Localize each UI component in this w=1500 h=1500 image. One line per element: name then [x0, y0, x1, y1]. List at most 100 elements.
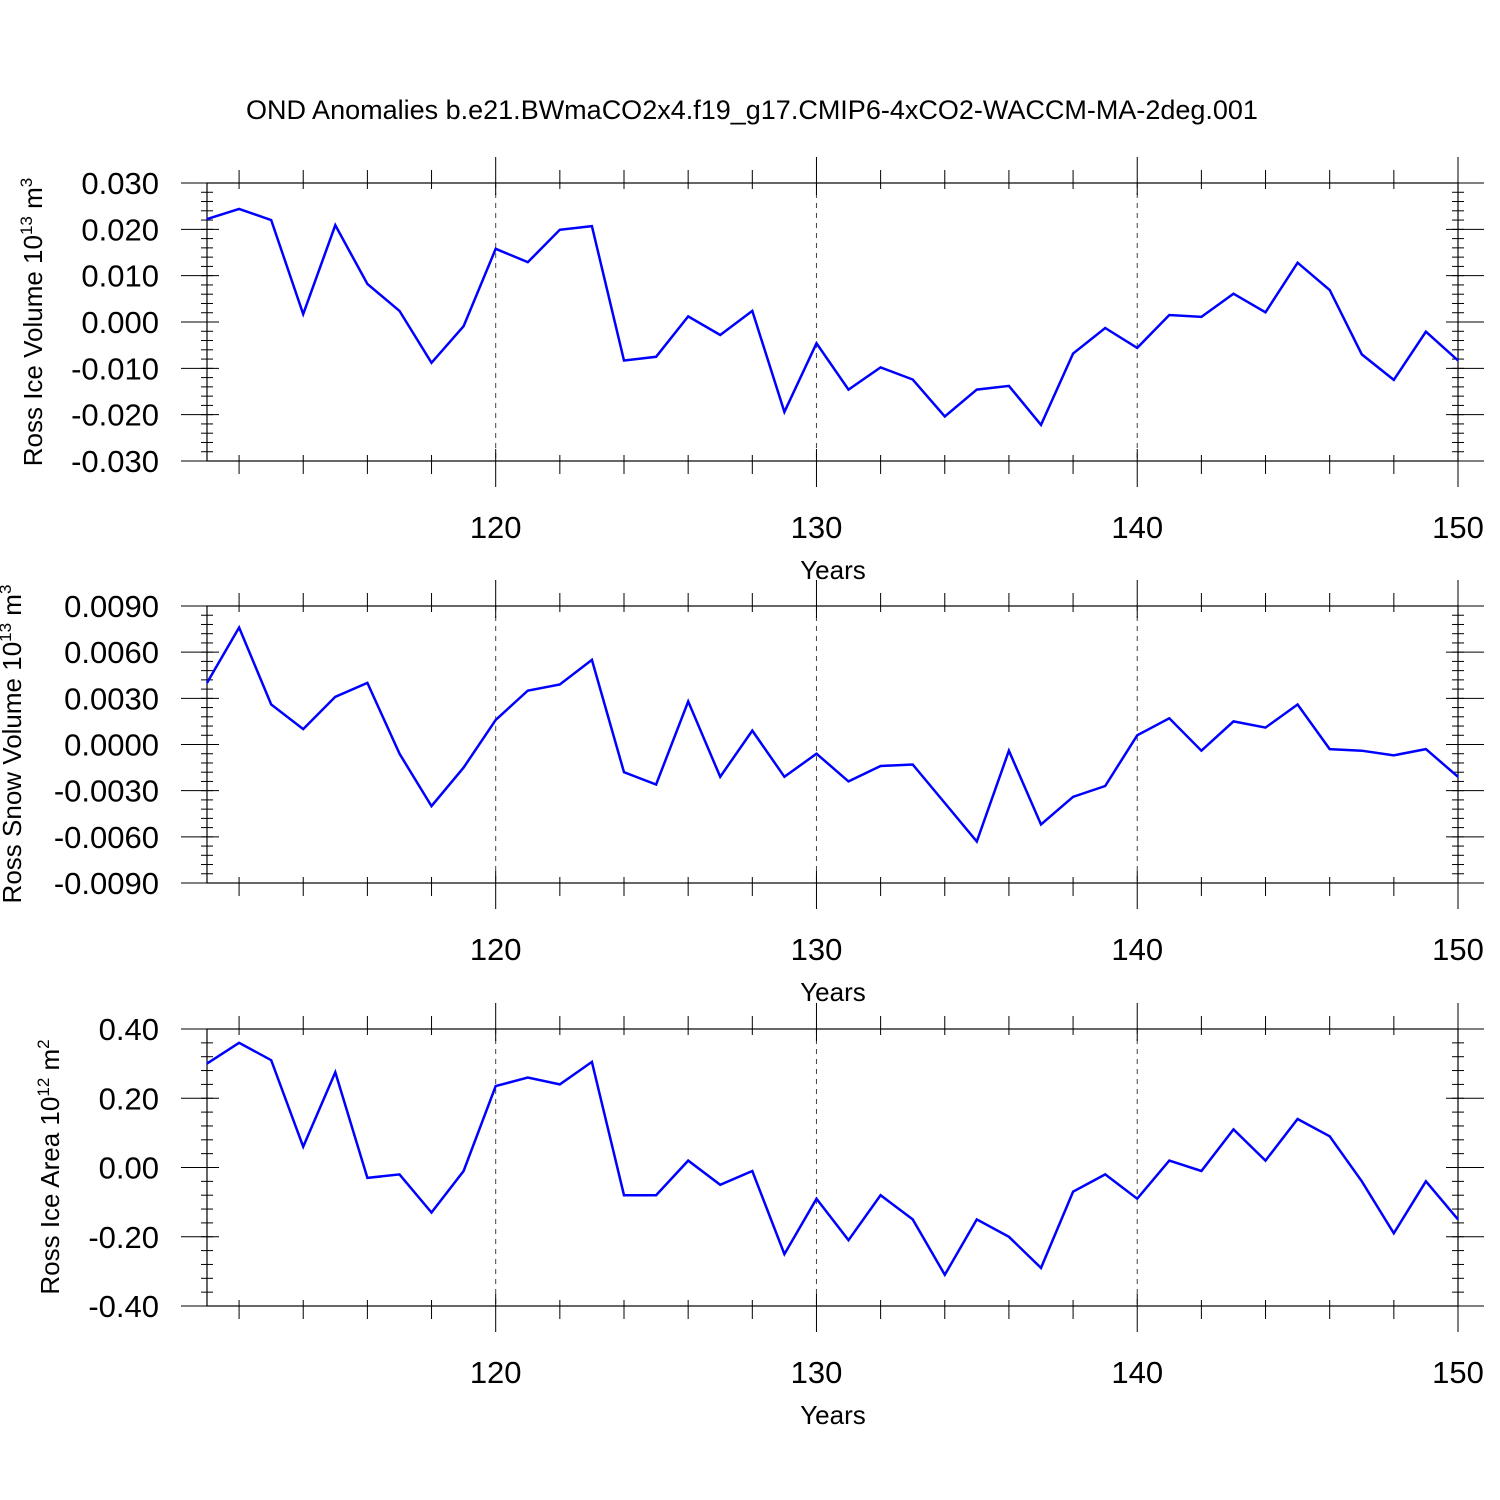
y-tick-label: 0.020	[81, 212, 159, 247]
data-point	[623, 359, 625, 362]
data-point	[1104, 785, 1106, 787]
data-point	[1457, 1218, 1459, 1221]
data-point	[1104, 1173, 1106, 1176]
y-tick-label: -0.020	[71, 398, 159, 433]
data-point	[591, 1061, 593, 1063]
data-point	[1264, 726, 1267, 729]
data-point	[1393, 379, 1395, 381]
data-point	[1232, 720, 1235, 723]
data-point	[944, 1274, 946, 1276]
data-point	[1136, 347, 1138, 349]
data-point	[1232, 1128, 1235, 1131]
x-tick-label: 130	[791, 1355, 843, 1390]
data-point	[527, 1076, 529, 1079]
data-point	[1232, 293, 1235, 295]
y-tick-label: 0.20	[99, 1081, 159, 1116]
data-point	[815, 753, 818, 755]
data-point	[1457, 359, 1459, 362]
data-point	[1425, 331, 1427, 333]
y-tick-label: -0.0030	[54, 774, 159, 809]
data-point	[1329, 289, 1331, 291]
y-tick-label: 0.000	[81, 305, 159, 340]
y-tick-label: -0.20	[88, 1220, 159, 1255]
data-point	[1425, 1180, 1427, 1182]
data-point	[1008, 750, 1010, 752]
data-point	[1361, 353, 1363, 356]
data-point	[1136, 734, 1138, 736]
data-point	[1168, 314, 1170, 316]
data-point	[944, 802, 946, 804]
data-point	[270, 703, 272, 706]
data-point	[1361, 1180, 1363, 1182]
x-tick-label: 130	[791, 510, 843, 545]
data-point	[719, 334, 721, 336]
data-point	[1425, 748, 1427, 750]
data-point	[783, 1253, 785, 1255]
y-tick-label: -0.010	[71, 351, 159, 386]
data-point	[366, 283, 368, 285]
data-point	[1329, 748, 1331, 750]
data-point	[815, 1198, 818, 1200]
data-point	[1393, 1232, 1395, 1234]
data-point	[430, 805, 433, 807]
data-point	[206, 682, 208, 684]
data-point	[1297, 703, 1299, 706]
data-point	[912, 763, 914, 766]
data-point	[976, 1218, 978, 1221]
data-point	[976, 840, 978, 843]
data-point	[495, 1085, 497, 1087]
data-point	[591, 659, 593, 661]
data-point	[559, 683, 561, 686]
data-point	[206, 1063, 208, 1065]
series-line	[206, 207, 1459, 428]
x-axis-title: Years	[800, 555, 866, 585]
x-axis-title: Years	[800, 1400, 866, 1430]
chart-panel-3: 0.40 0.20 0.00 -0.20 -0.40 120 130 140 150 Years R…	[34, 1003, 1484, 1430]
data-point	[430, 362, 433, 364]
data-point	[880, 1194, 882, 1196]
y-tick-label: -0.40	[88, 1289, 159, 1324]
data-point	[719, 1184, 721, 1186]
series-line	[206, 1041, 1459, 1278]
data-point	[1168, 1159, 1170, 1162]
x-tick-label: 120	[470, 510, 522, 545]
x-tick-label: 120	[470, 1355, 522, 1390]
data-point	[847, 780, 850, 783]
data-point	[719, 776, 721, 778]
data-point	[527, 690, 529, 692]
y-axis-title: Ross Ice Area 1012 m2	[34, 1039, 65, 1294]
data-point	[912, 378, 914, 381]
data-point	[302, 313, 304, 315]
data-point	[880, 765, 882, 767]
data-point	[655, 1194, 657, 1196]
plot-frame	[206, 182, 1459, 462]
x-tick-label: 140	[1111, 932, 1163, 967]
data-point	[1297, 262, 1299, 264]
x-axis-title: Years	[800, 977, 866, 1007]
data-point	[1200, 316, 1202, 318]
data-point	[655, 356, 657, 358]
data-point	[463, 325, 465, 327]
data-point	[687, 1159, 689, 1162]
data-point	[1200, 1170, 1202, 1172]
data-point	[463, 1170, 465, 1172]
x-tick-label: 120	[470, 932, 522, 967]
data-point	[783, 776, 785, 778]
data-point	[944, 415, 946, 418]
data-point	[880, 366, 882, 369]
data-point	[302, 728, 304, 730]
data-point	[1008, 1236, 1010, 1238]
x-tick-label: 150	[1432, 1355, 1484, 1390]
data-point	[623, 1194, 625, 1196]
y-tick-label: 0.00	[99, 1151, 159, 1186]
data-point	[334, 224, 336, 226]
data-point	[591, 225, 593, 227]
data-point	[783, 411, 785, 413]
y-tick-label: 0.0090	[64, 589, 159, 624]
data-point	[238, 1042, 240, 1044]
data-point	[687, 700, 689, 703]
data-point	[976, 389, 978, 391]
data-point	[1168, 717, 1170, 719]
y-axis-title: Ross Ice Volume 1013 m3	[17, 178, 48, 467]
